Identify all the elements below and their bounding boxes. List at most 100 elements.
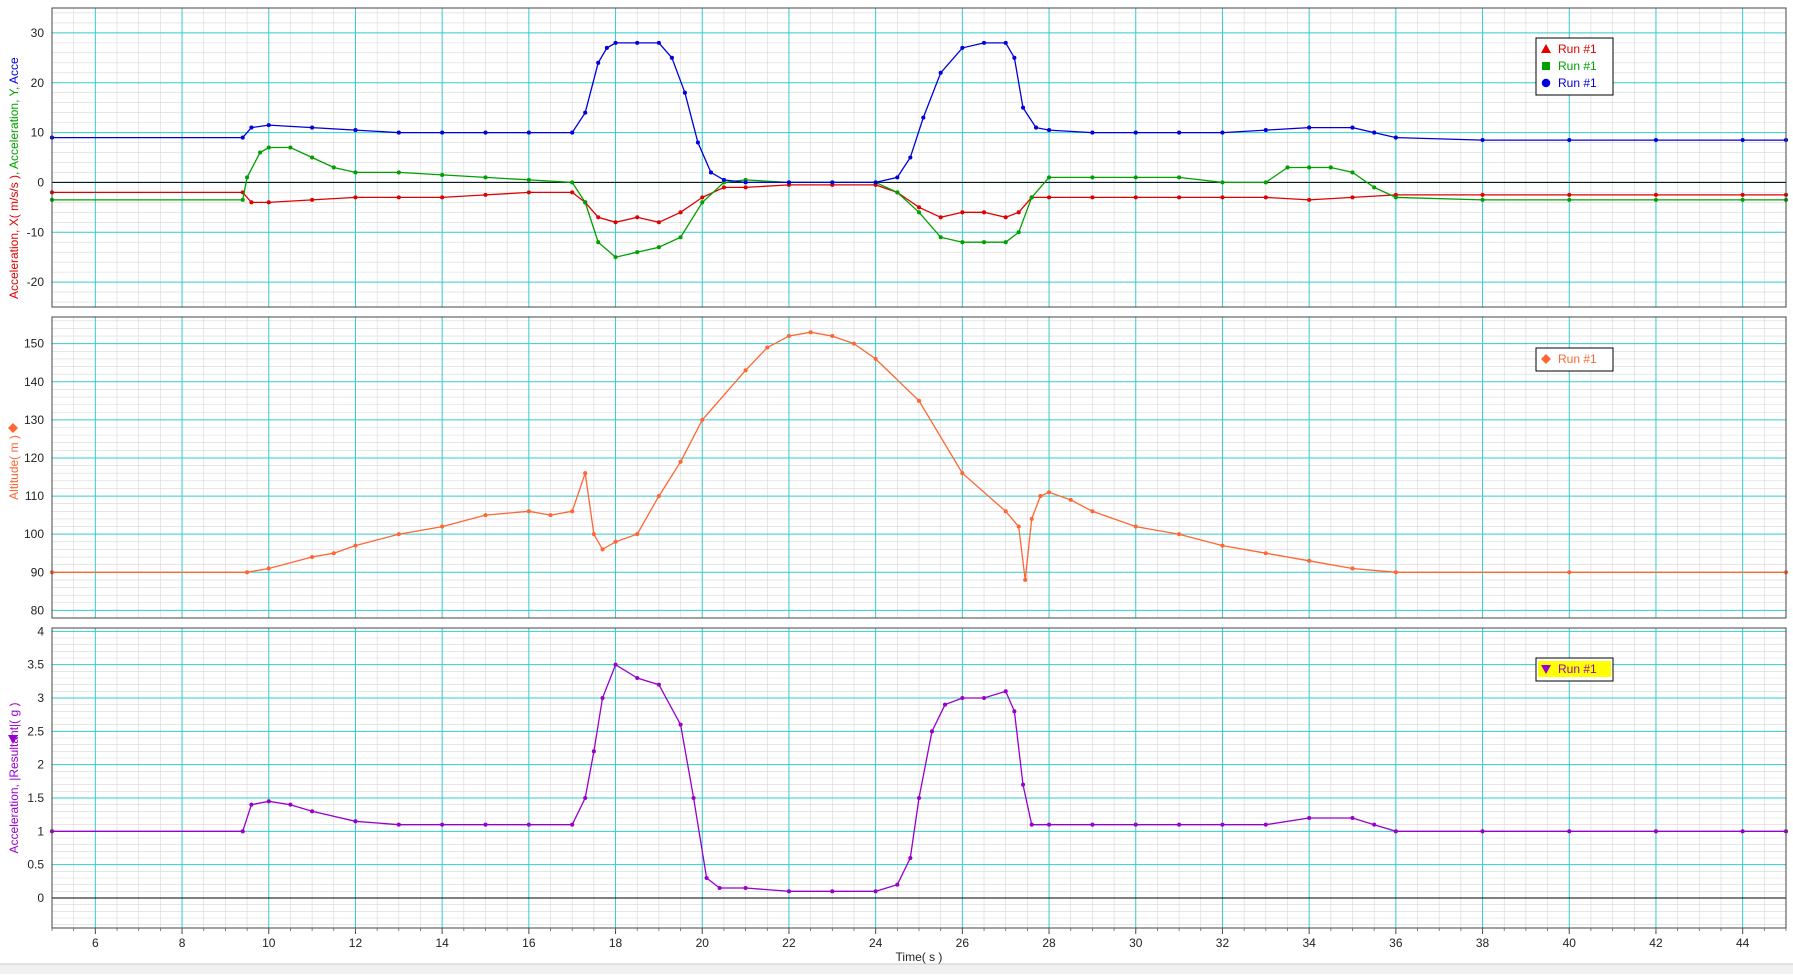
data-point-red <box>526 190 531 195</box>
data-point-blue <box>266 123 271 128</box>
resultant-acceleration-pane[interactable]: 0 0.5 1 1.5 2 2.5 3 3.5 4 Run #1 Acceleration, |Re… <box>7 624 1789 929</box>
y-axis-label-marker <box>8 735 18 744</box>
y-tick-label: 3 <box>37 691 44 705</box>
y-tick-label: 120 <box>24 451 44 465</box>
data-point-orange <box>396 532 401 537</box>
series-line-orange <box>52 331 1786 580</box>
data-point-orange <box>526 509 531 514</box>
data-point-purple <box>483 822 488 827</box>
data-point-orange <box>1133 524 1138 529</box>
data-point-purple <box>786 889 791 894</box>
data-point-orange <box>1029 516 1034 521</box>
data-point-purple <box>440 822 445 827</box>
data-point-red <box>440 195 445 200</box>
data-point-green <box>440 172 445 177</box>
data-point-blue <box>1047 128 1052 133</box>
data-point-green <box>1307 165 1312 170</box>
data-point-blue <box>921 115 926 120</box>
data-point-purple <box>591 749 596 754</box>
data-point-orange <box>786 334 791 339</box>
data-point-red <box>700 195 705 200</box>
data-point-purple <box>691 795 696 801</box>
plot-border <box>51 316 1787 619</box>
data-point-purple <box>916 795 922 801</box>
data-point-red <box>1003 215 1008 220</box>
data-point-purple <box>656 682 661 687</box>
data-point-blue <box>895 175 900 180</box>
data-point-purple <box>960 695 965 701</box>
data-point-purple <box>1021 782 1026 787</box>
data-point-red <box>1090 195 1095 200</box>
data-point-purple <box>1090 822 1095 827</box>
data-point-blue <box>240 135 245 140</box>
data-point-green <box>1393 195 1398 200</box>
data-point-orange <box>310 554 315 560</box>
data-point-purple <box>908 855 913 861</box>
x-tick-label: 12 <box>349 936 363 950</box>
x-tick-label: 34 <box>1302 936 1316 950</box>
y-tick-label: 130 <box>24 413 44 427</box>
data-point-green <box>613 255 618 260</box>
data-point-green <box>526 177 531 182</box>
data-point-green <box>1328 165 1333 170</box>
data-point-blue <box>483 130 488 135</box>
data-point-purple <box>583 795 588 801</box>
data-point-blue <box>708 170 713 175</box>
data-point-orange <box>1047 490 1052 495</box>
data-point-red <box>1350 195 1355 200</box>
data-point-purple <box>353 819 358 824</box>
data-point-purple <box>942 702 948 707</box>
data-point-green <box>1567 197 1572 202</box>
data-point-blue <box>1012 55 1017 60</box>
y-tick-label: -10 <box>27 225 45 239</box>
data-point-red <box>613 220 618 225</box>
data-point-green <box>1177 175 1182 180</box>
data-point-orange <box>591 532 596 537</box>
data-point-orange <box>440 524 445 529</box>
data-point-blue <box>1567 138 1572 143</box>
x-tick-label: 24 <box>869 936 883 950</box>
data-point-orange <box>1177 532 1182 537</box>
data-point-blue <box>310 125 315 130</box>
data-point-blue <box>743 180 748 185</box>
acceleration-xyz-pane[interactable]: -20 -10 0 10 20 30 Run #1 Run #1 Run #1 Accelerat… <box>7 7 1789 308</box>
y-tick-label: 2.5 <box>27 724 44 738</box>
data-point-purple <box>1567 829 1572 834</box>
data-point-orange <box>873 356 878 361</box>
y-tick-label: 0 <box>37 891 44 905</box>
data-point-green <box>938 235 943 240</box>
y-axis-label-part: Acce <box>7 57 21 87</box>
y-tick-label: 30 <box>31 26 45 40</box>
data-point-blue <box>721 177 726 182</box>
data-point-red <box>1567 192 1572 197</box>
x-tick-label: 16 <box>522 936 536 950</box>
y-tick-label: 3.5 <box>27 658 44 672</box>
x-tick-label: 10 <box>262 936 276 950</box>
data-point-green <box>895 190 900 195</box>
data-point-blue <box>1372 130 1377 135</box>
data-point-purple <box>1029 822 1034 827</box>
y-axis-label: Acceleration, |Resultant|( g ) <box>7 703 21 854</box>
data-point-red <box>353 195 358 200</box>
y-tick-label: 1 <box>37 824 44 838</box>
data-point-orange <box>1003 509 1008 514</box>
data-point-red <box>721 185 726 190</box>
data-point-blue <box>938 70 943 75</box>
data-point-red <box>1740 192 1745 197</box>
data-point-purple <box>1012 709 1017 714</box>
x-tick-label: 44 <box>1736 936 1750 950</box>
data-point-orange <box>808 330 813 335</box>
altitude-pane[interactable]: 80 90 100 110 120 130 140 150 Run #1 Altitude( m … <box>7 316 1789 619</box>
y-tick-label: 20 <box>31 76 45 90</box>
data-point-orange <box>1016 524 1021 529</box>
y-axis-label-text: Acceleration, |Resultant|( g ) <box>7 703 21 854</box>
data-point-blue <box>249 125 254 130</box>
data-point-blue <box>526 130 531 135</box>
data-point-orange <box>245 570 250 575</box>
data-point-green <box>916 210 922 215</box>
data-point-orange <box>1090 509 1095 514</box>
data-point-orange <box>1307 558 1312 563</box>
data-point-red <box>596 215 601 220</box>
